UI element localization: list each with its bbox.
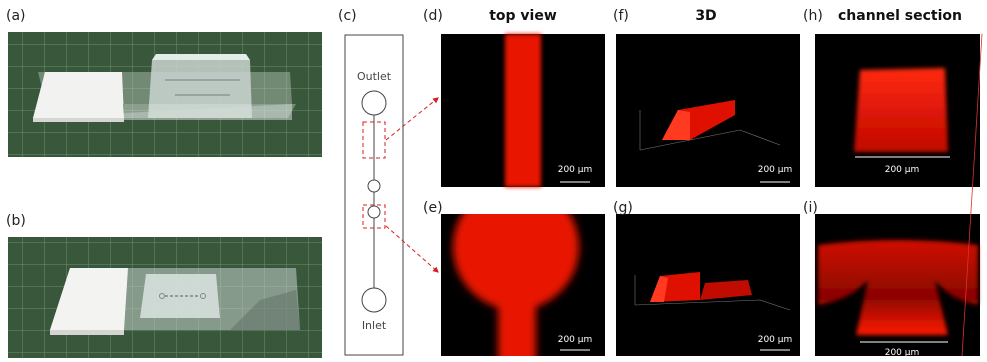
figure: Outlet Inlet [0,0,987,362]
column-title: channel section [838,8,962,24]
scale-bar-label: 200 μm [885,165,920,175]
photo-a [8,32,322,157]
panel-label: (d) [423,8,443,24]
column-title: top view [489,8,557,24]
panel-label: (g) [613,200,633,216]
panel-label: (b) [6,213,26,229]
panel-label: (a) [6,8,26,24]
column-title: 3D [695,8,716,24]
panel-label: (c) [338,8,357,24]
scale-bar-label: 200 μm [558,165,593,175]
photo-b [8,237,322,358]
scale-bar-label: 200 μm [758,165,793,175]
panel-label: (i) [803,200,818,216]
scale-bar-label: 200 μm [885,348,920,358]
inlet-label: Inlet [362,319,387,332]
panel-label: (h) [803,8,823,24]
panel-label: (f) [613,8,629,24]
scale-bar-label: 200 μm [758,335,793,345]
scale-bar-label: 200 μm [558,335,593,345]
outlet-label: Outlet [357,70,392,83]
channel-diagram [345,35,438,355]
image-i [815,214,980,356]
panel-label: (e) [423,200,443,216]
